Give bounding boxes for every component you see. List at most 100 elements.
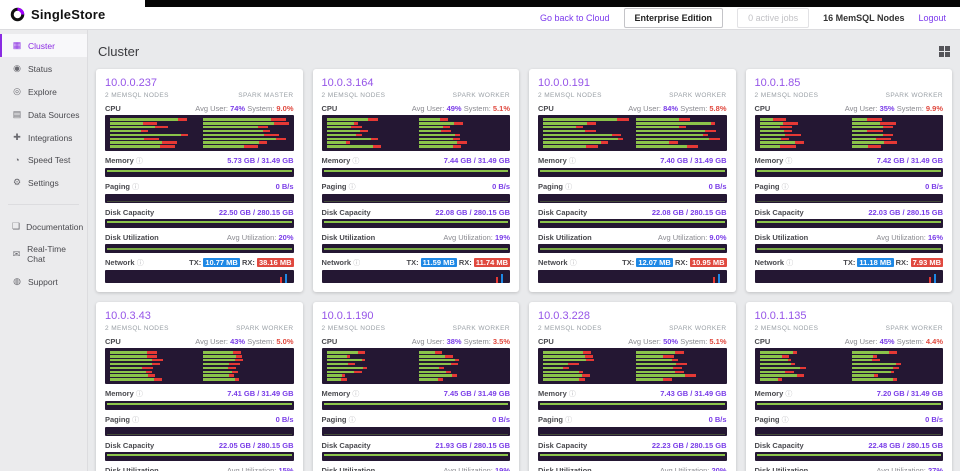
sidebar-item-integrations[interactable]: ✚ Integrations xyxy=(0,126,87,149)
avg-utilization-label: Avg Utilization: xyxy=(443,233,493,242)
node-ip-link[interactable]: 10.0.3.164 xyxy=(321,77,374,89)
info-icon[interactable]: ⓘ xyxy=(352,158,360,165)
info-icon[interactable]: ⓘ xyxy=(353,260,361,267)
sidebar: ▦ Cluster ◉ Status ◎ Explore ▤ Data Sour… xyxy=(0,30,88,471)
memsql-nodes-label: 2 MEMSQL NODES xyxy=(321,325,386,332)
sidebar-item-speed-test[interactable]: ◔ Speed Test xyxy=(0,149,87,171)
disk-utilization-label: Disk Utilization xyxy=(105,466,159,471)
memsql-nodes-label: 2 MEMSQL NODES xyxy=(754,92,819,99)
rx-value: 11.74 MB xyxy=(473,258,510,267)
cpu-system-value: 5.1% xyxy=(492,104,510,113)
cluster-icon: ▦ xyxy=(12,40,22,50)
sidebar-item-status[interactable]: ◉ Status xyxy=(0,57,87,80)
sidebar-item-documentation[interactable]: ❏ Documentation xyxy=(0,215,87,238)
sidebar-item-real-time-chat[interactable]: ✉ Real-Time Chat xyxy=(0,238,87,270)
speed-test-icon: ◔ xyxy=(14,155,20,165)
info-icon[interactable]: ⓘ xyxy=(569,260,577,267)
info-icon[interactable]: ⓘ xyxy=(348,184,356,191)
cpu-system-value: 3.5% xyxy=(492,337,510,346)
cpu-label: CPU xyxy=(105,104,121,113)
node-ip-link[interactable]: 10.0.0.191 xyxy=(538,77,590,89)
disk-capacity-value: 22.48 GB / 280.15 GB xyxy=(868,441,943,450)
paging-label: Paging ⓘ xyxy=(538,182,573,191)
disk-capacity-value: 22.23 GB / 280.15 GB xyxy=(651,441,727,450)
disk-capacity-chart xyxy=(754,219,943,228)
node-ip-link[interactable]: 10.0.1.135 xyxy=(754,310,807,322)
info-icon[interactable]: ⓘ xyxy=(136,260,144,267)
info-icon[interactable]: ⓘ xyxy=(785,391,793,398)
cpu-user-value: 74% xyxy=(230,104,246,113)
disk-utilization-label: Disk Utilization xyxy=(754,466,809,471)
cpu-core-panel xyxy=(543,351,629,381)
info-icon[interactable]: ⓘ xyxy=(135,158,143,165)
tx-label: TX: xyxy=(843,258,856,267)
info-icon[interactable]: ⓘ xyxy=(786,260,794,267)
disk-utilization-value: 19% xyxy=(494,466,510,471)
grid-view-icon[interactable] xyxy=(939,46,950,57)
memsql-nodes-count[interactable]: 16 MemSQL Nodes xyxy=(823,12,905,23)
node-role-label: SPARK WORKER xyxy=(236,325,294,332)
memory-value: 7.41 GB / 31.49 GB xyxy=(227,389,294,398)
active-jobs-button[interactable]: 0 active jobs xyxy=(737,7,810,28)
logout-link[interactable]: Logout xyxy=(918,12,946,23)
disk-utilization-values: Avg Utilization: 19% xyxy=(443,233,510,242)
cpu-values: Avg User: 38% System: 3.5% xyxy=(412,337,510,346)
paging-label: Paging ⓘ xyxy=(754,415,789,424)
info-icon[interactable]: ⓘ xyxy=(132,184,140,191)
memory-label: Memory ⓘ xyxy=(754,156,793,165)
network-values: TX: 11.18 MB RX: 7.93 MB xyxy=(843,258,943,267)
info-icon[interactable]: ⓘ xyxy=(135,391,143,398)
node-card: 10.0.0.191 2 MEMSQL NODES SPARK WORKER C… xyxy=(529,69,736,292)
disk-utilization-values: Avg Utilization: 16% xyxy=(876,233,943,242)
cpu-values: Avg User: 49% System: 5.1% xyxy=(412,104,510,113)
rx-value: 10.95 MB xyxy=(689,258,727,267)
sidebar-item-explore[interactable]: ◎ Explore xyxy=(0,80,87,103)
disk-capacity-value: 22.08 GB / 280.15 GB xyxy=(435,208,510,217)
network-chart xyxy=(754,270,943,283)
brand-logo[interactable]: SingleStore xyxy=(0,7,105,22)
cpu-values: Avg User: 43% System: 5.0% xyxy=(195,337,293,346)
system-label: System: xyxy=(680,337,708,346)
paging-chart xyxy=(538,427,727,436)
info-icon[interactable]: ⓘ xyxy=(568,391,576,398)
memory-label: Memory ⓘ xyxy=(105,156,143,165)
info-icon[interactable]: ⓘ xyxy=(568,158,576,165)
info-icon[interactable]: ⓘ xyxy=(348,417,356,424)
node-card: 10.0.3.228 2 MEMSQL NODES SPARK WORKER C… xyxy=(529,302,736,471)
info-icon[interactable]: ⓘ xyxy=(132,417,140,424)
memory-value: 7.42 GB / 31.49 GB xyxy=(876,156,943,165)
memsql-nodes-label: 2 MEMSQL NODES xyxy=(105,92,169,99)
sidebar-item-label: Documentation xyxy=(26,221,84,232)
info-icon[interactable]: ⓘ xyxy=(785,158,793,165)
sidebar-item-label: Support xyxy=(28,276,58,287)
sidebar-item-settings[interactable]: ⚙ Settings xyxy=(0,171,87,194)
node-ip-link[interactable]: 10.0.1.85 xyxy=(754,77,801,89)
tx-value: 11.59 MB xyxy=(420,258,457,267)
network-chart xyxy=(321,270,510,283)
disk-capacity-chart xyxy=(105,219,294,228)
chat-icon: ✉ xyxy=(12,248,21,259)
node-ip-link[interactable]: 10.0.1.190 xyxy=(321,310,374,322)
sidebar-item-support[interactable]: ◍ Support xyxy=(0,270,87,293)
avg-utilization-label: Avg Utilization: xyxy=(443,466,493,471)
info-icon[interactable]: ⓘ xyxy=(781,417,789,424)
enterprise-edition-button[interactable]: Enterprise Edition xyxy=(623,7,724,28)
cpu-chart xyxy=(754,348,943,384)
node-ip-link[interactable]: 10.0.0.237 xyxy=(105,77,157,89)
info-icon[interactable]: ⓘ xyxy=(352,391,360,398)
info-icon[interactable]: ⓘ xyxy=(565,417,573,424)
cpu-core-panel xyxy=(759,351,846,381)
paging-value: 0 B/s xyxy=(925,182,943,191)
info-icon[interactable]: ⓘ xyxy=(781,184,789,191)
info-icon[interactable]: ⓘ xyxy=(565,184,573,191)
paging-label: Paging ⓘ xyxy=(538,415,573,424)
node-card: 10.0.1.85 2 MEMSQL NODES SPARK WORKER CP… xyxy=(745,69,952,292)
avg-user-label: Avg User: xyxy=(195,337,228,346)
go-back-to-cloud-link[interactable]: Go back to Cloud xyxy=(540,12,610,23)
disk-utilization-values: Avg Utilization: 15% xyxy=(227,466,294,471)
sidebar-item-data-sources[interactable]: ▤ Data Sources xyxy=(0,103,87,126)
node-ip-link[interactable]: 10.0.3.43 xyxy=(105,310,151,322)
sidebar-item-cluster[interactable]: ▦ Cluster xyxy=(0,34,87,57)
node-ip-link[interactable]: 10.0.3.228 xyxy=(538,310,590,322)
cpu-system-value: 5.0% xyxy=(276,337,294,346)
